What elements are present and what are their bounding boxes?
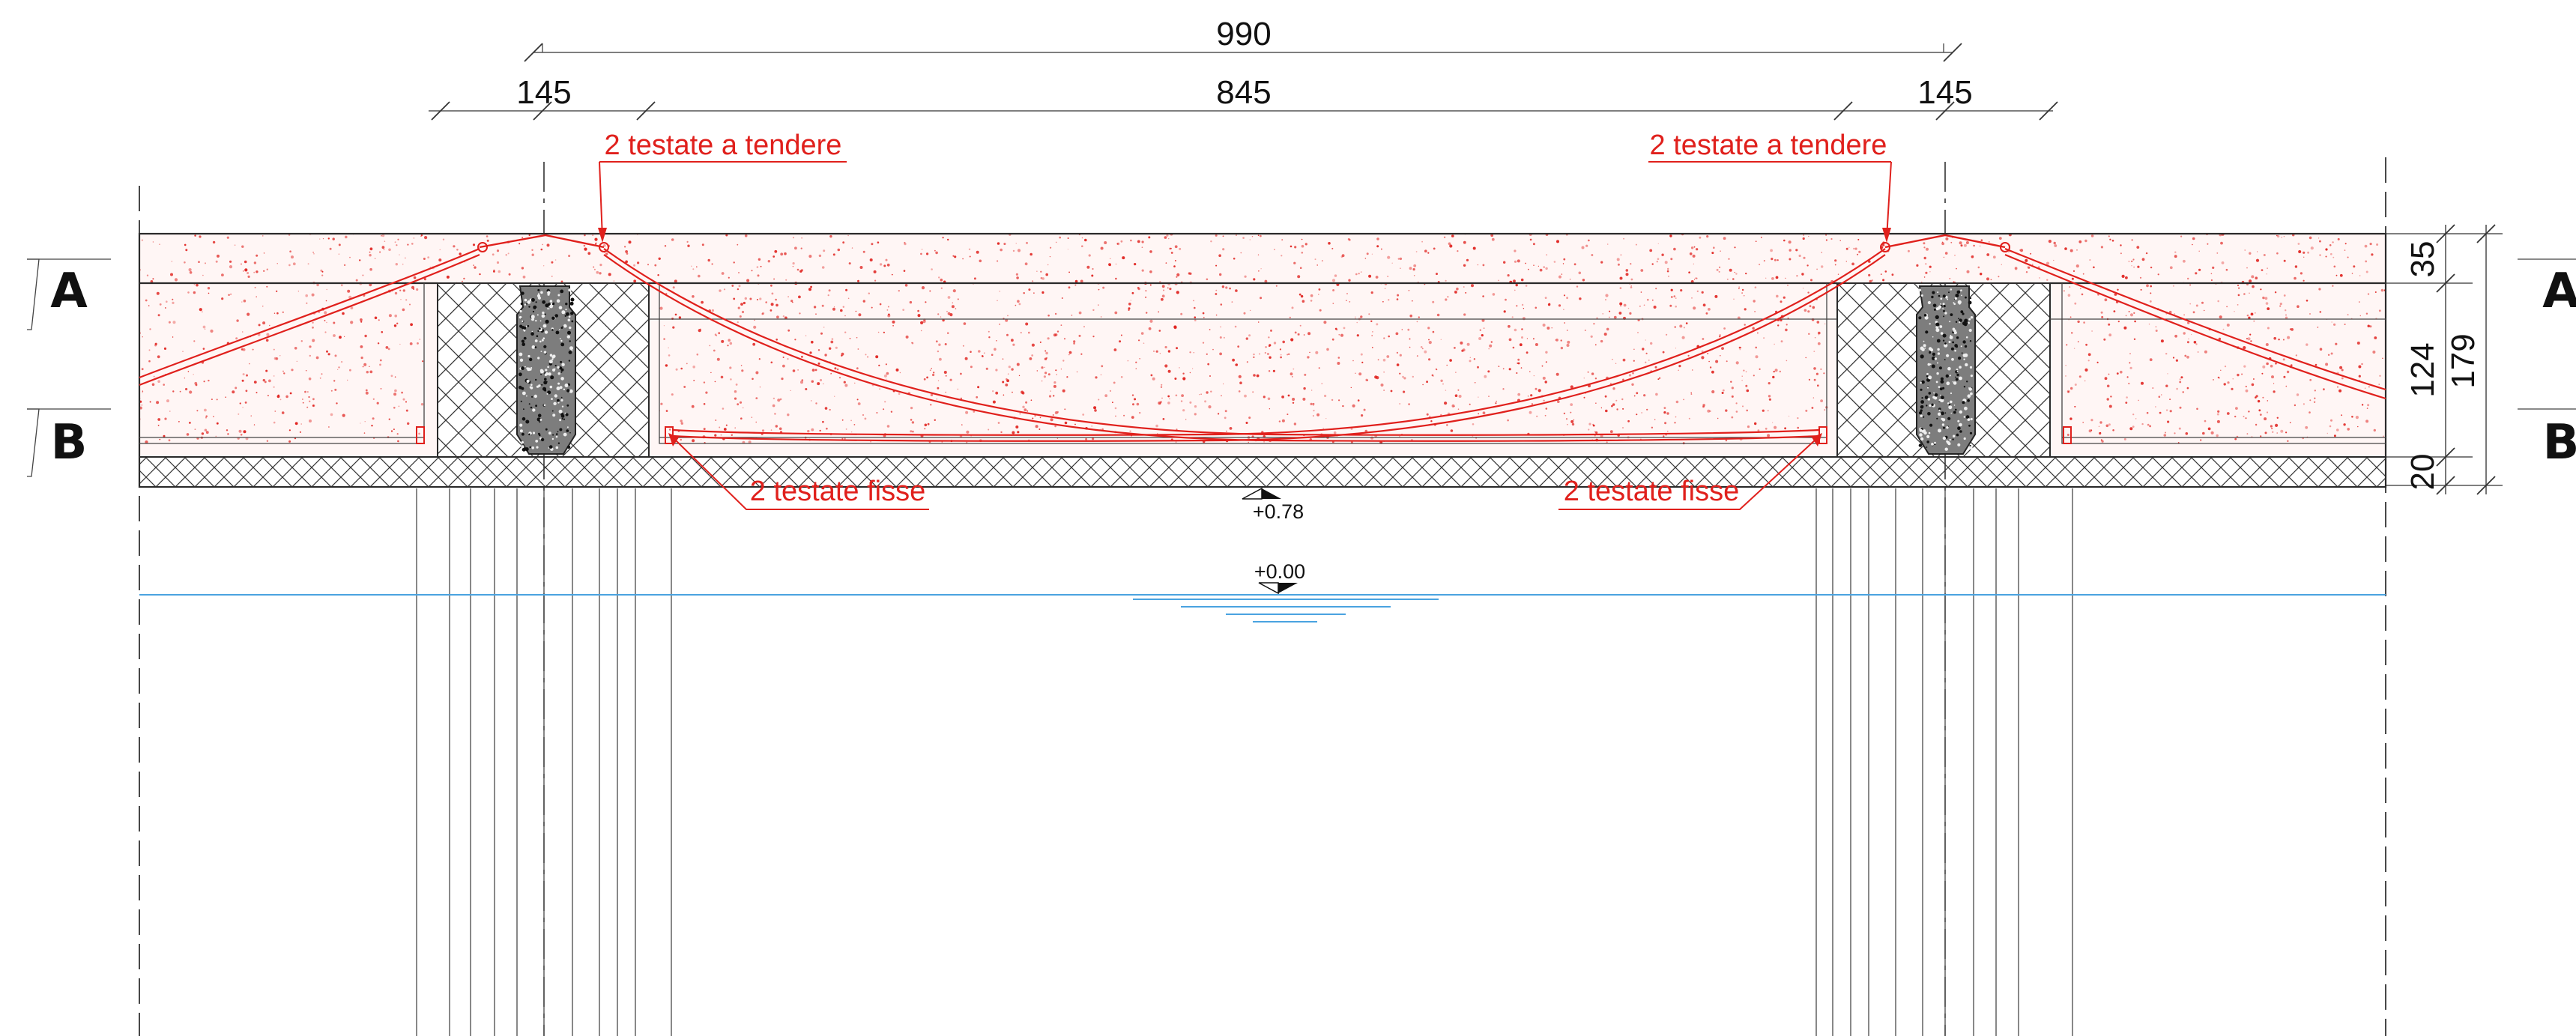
dimension-main-span: 845: [1216, 74, 1271, 111]
dimension-chain-vertical: [2386, 224, 2503, 495]
dimension-chain-second: [429, 101, 2058, 121]
annotation-tendons-fixed-right: 2 testate fisse: [1564, 476, 1739, 507]
dimension-total-depth: 179: [2445, 333, 2482, 388]
dimension-slab-top: 35: [2404, 241, 2441, 278]
dimension-beam-web: 124: [2404, 342, 2441, 397]
annotation-tendons-tensioned-left: 2 testate a tendere: [605, 130, 842, 161]
dimension-overall: 990: [1216, 16, 1271, 52]
dimension-right-span: 145: [1917, 74, 1972, 111]
dimension-bottom-slab: 20: [2404, 454, 2441, 491]
annotation-tendons-tensioned-right: 2 testate a tendere: [1650, 130, 1887, 161]
annotation-tendons-fixed-left: 2 testate fisse: [750, 476, 925, 507]
section-label-b-right: B: [2543, 415, 2576, 470]
water-surface: [139, 594, 2386, 622]
section-label-a-right: A: [2542, 264, 2576, 319]
deck-slab: [138, 232, 2387, 488]
section-flag-icon: [27, 258, 2576, 477]
dimension-chain-top: [524, 43, 1962, 62]
level-marker-icon: [1242, 487, 1281, 500]
piles: [416, 488, 2073, 1036]
section-label-b-left: B: [51, 415, 88, 470]
level-marker-icon: [1258, 582, 1298, 595]
joint-granules: [518, 288, 1974, 452]
level-deck: +0.78: [1253, 500, 1304, 523]
concrete-speckle: [139, 234, 2386, 445]
dimension-left-span: 145: [516, 74, 571, 111]
level-water: +0.00: [1254, 560, 1305, 583]
section-label-a-left: A: [50, 264, 88, 319]
annotation-leaders: [598, 161, 1892, 510]
